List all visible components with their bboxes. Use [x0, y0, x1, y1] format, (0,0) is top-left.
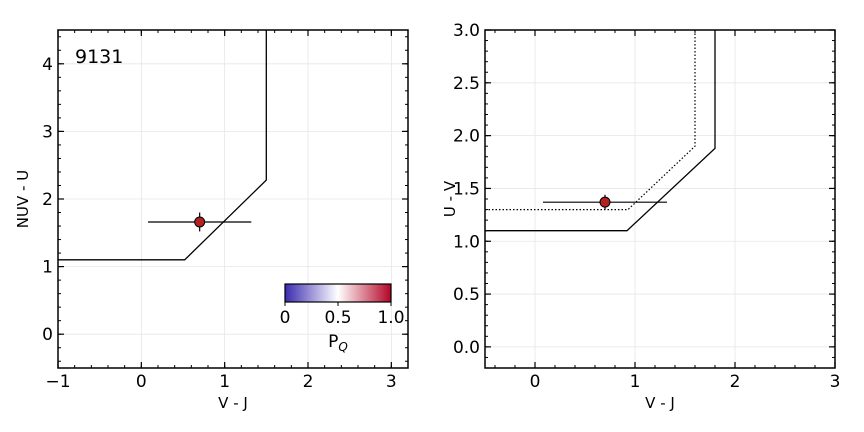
- panel1-y-tick-label: 0: [42, 325, 53, 345]
- panel2-boundary-dotted-line: [485, 30, 696, 211]
- panel2-panel: 0 1 2 3 0.0 0.5 1.0 1.5 2.0 2.5 3.0 V - J U - V: [441, 21, 840, 412]
- panel2-x-tick-label: 2: [730, 372, 741, 392]
- panel1-colorbar: [284, 283, 392, 303]
- panel1-y-tick-label: 2: [42, 190, 53, 210]
- panel2-y-tick-label: 3.0: [453, 21, 480, 41]
- panel1-x-tick-label: 0: [136, 372, 147, 392]
- panel2-y-tick-label: 1.5: [453, 179, 480, 199]
- panel1-colorbar-tick-label: 1.0: [377, 308, 404, 328]
- panel2-y-tick-label: 0.5: [453, 285, 480, 305]
- panel1-boundary-solid-line: [58, 30, 267, 261]
- panel2-y-tick-label: 1.0: [453, 232, 480, 252]
- panel2-x-tick-label: 3: [830, 372, 841, 392]
- panel1-colorbar-label-sub: Q: [338, 340, 347, 354]
- panel2-y-tick-label: 2.5: [453, 74, 480, 94]
- panel2-x-tick-label: 0: [530, 372, 541, 392]
- panel2-y-tick-label: 2.0: [453, 127, 480, 147]
- panel1-axes-frame: [57, 29, 409, 369]
- panel1-annotation-label: 9131: [75, 46, 123, 68]
- panel1-x-axis-label: V - J: [218, 394, 248, 412]
- panel1-x-tick-label: 1: [219, 372, 230, 392]
- panel1-colorbar-tick-label: 0.5: [324, 308, 351, 328]
- panel1-panel: −1 0 1 2 3 0 1 2 3 4 V - J NUV - U 9131 0 0.5 1.0 PQ: [14, 29, 409, 412]
- panel2-y-tick-label: 0.0: [453, 338, 480, 358]
- panel1-x-tick-label: 3: [386, 372, 397, 392]
- panel1-x-tick-label: −1: [45, 372, 70, 392]
- panel2-boundary-solid-line: [485, 30, 716, 232]
- panel1-x-tick-label: 2: [303, 372, 314, 392]
- panel1-y-tick-label: 4: [42, 55, 53, 75]
- panel1-y-axis-label: NUV - U: [14, 170, 32, 228]
- panel2-y-axis-label: U - V: [441, 180, 459, 217]
- panel1-y-tick-label: 3: [42, 122, 53, 142]
- panel1-colorbar-label: PQ: [328, 332, 348, 354]
- panel1-colorbar-label-main: P: [328, 332, 338, 352]
- panel2-x-tick-label: 1: [630, 372, 641, 392]
- panel1-colorbar-tick-label: 0: [280, 308, 291, 328]
- panel1-y-tick-label: 1: [42, 258, 53, 278]
- panel1-data-point: [194, 216, 206, 228]
- panel2-axes-frame: [484, 29, 836, 369]
- panel2-data-point: [599, 196, 611, 208]
- panel2-x-axis-label: V - J: [645, 394, 675, 412]
